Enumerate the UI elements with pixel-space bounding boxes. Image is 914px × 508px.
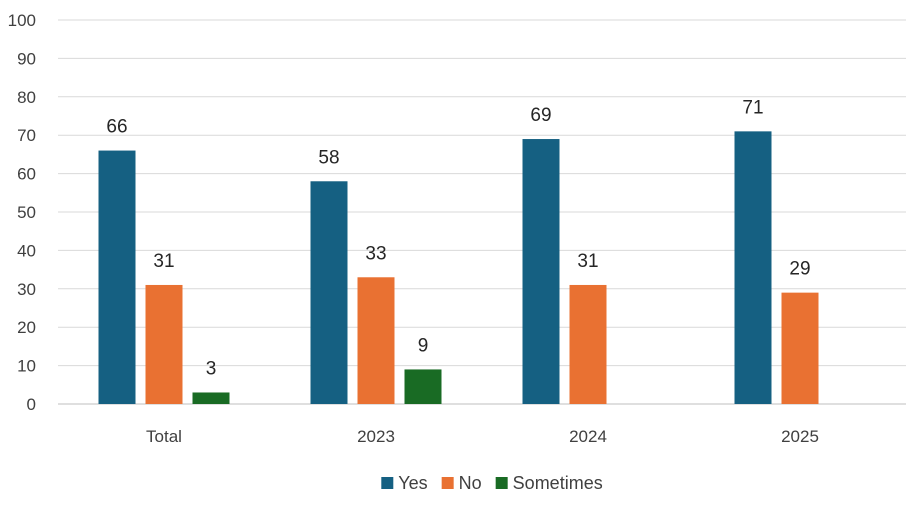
- bar-sometimes-total: [192, 392, 230, 404]
- category-label: Total: [146, 427, 182, 446]
- y-tick-label: 90: [17, 49, 36, 68]
- bar-yes-2024: [522, 139, 560, 405]
- legend-item-no: No: [441, 473, 482, 493]
- bar-no-2025: [781, 292, 819, 404]
- data-label: 66: [106, 117, 127, 138]
- y-tick-label: 50: [17, 203, 36, 222]
- legend-label: No: [459, 473, 482, 493]
- y-tick-label: 60: [17, 165, 36, 184]
- x-axis-category-labels: Total 2023 2024 2025: [146, 427, 819, 446]
- y-tick-label: 0: [27, 395, 36, 414]
- legend-swatch: [381, 477, 394, 489]
- category-label: 2024: [569, 427, 607, 446]
- data-label: 3: [206, 358, 217, 379]
- bar-no-total: [145, 284, 183, 404]
- bar-no-2024: [569, 284, 607, 404]
- data-label: 29: [789, 259, 810, 280]
- data-label: 9: [418, 335, 429, 356]
- data-label: 33: [365, 243, 386, 264]
- bar-yes-2025: [734, 131, 772, 405]
- legend-item-sometimes: Sometimes: [495, 473, 603, 493]
- legend-swatch: [441, 477, 454, 489]
- y-tick-label: 40: [17, 241, 36, 260]
- data-labels: 66 31 3 58 33 9 69 31 71 29: [106, 97, 810, 379]
- bar-no-2023: [357, 277, 395, 404]
- legend-label: Sometimes: [513, 473, 603, 493]
- bar-sometimes-2023: [404, 369, 442, 404]
- data-label: 71: [742, 97, 763, 118]
- data-label: 69: [530, 105, 551, 126]
- legend-label: Yes: [398, 473, 427, 493]
- legend: Yes No Sometimes: [381, 473, 603, 493]
- data-label: 31: [577, 251, 598, 272]
- data-label: 31: [153, 251, 174, 272]
- y-tick-label: 100: [8, 11, 36, 30]
- y-tick-label: 10: [17, 357, 36, 376]
- y-axis-tick-labels: 0 10 20 30 40 50 60 70 80 90 100: [8, 11, 36, 414]
- bar-yes-2023: [310, 181, 348, 404]
- legend-swatch: [495, 477, 508, 489]
- gridlines: [58, 19, 906, 405]
- data-label: 58: [318, 147, 339, 168]
- y-tick-label: 80: [17, 88, 36, 107]
- y-tick-label: 30: [17, 280, 36, 299]
- bar-yes-total: [98, 150, 136, 404]
- y-tick-label: 20: [17, 318, 36, 337]
- bars: [98, 131, 819, 405]
- legend-item-yes: Yes: [381, 473, 428, 493]
- category-label: 2023: [357, 427, 395, 446]
- category-label: 2025: [781, 427, 819, 446]
- y-tick-label: 70: [17, 126, 36, 145]
